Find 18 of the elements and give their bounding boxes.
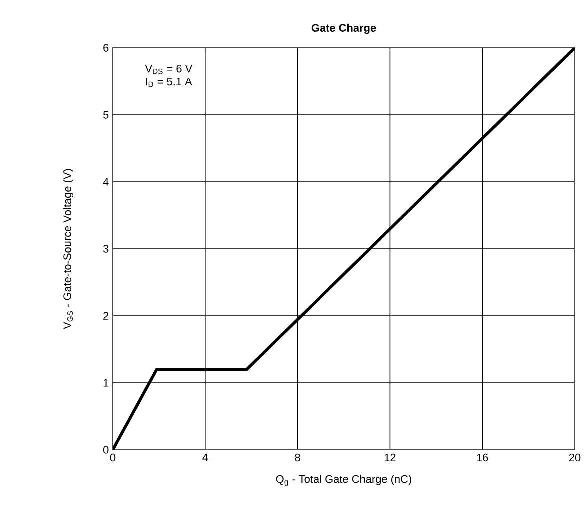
- y-tick-label: 5: [103, 111, 109, 119]
- y-tick-label: 4: [103, 178, 109, 186]
- x-tick-label: 20: [569, 454, 581, 462]
- x-tick-label: 16: [477, 454, 488, 462]
- x-tick-label: 0: [110, 454, 116, 462]
- x-axis-title: Q$_{g}$ - Total Gate Charge (nC): [276, 475, 412, 486]
- x-tick-label: 4: [202, 454, 208, 462]
- y-tick-label: 6: [104, 44, 109, 52]
- x-tick-label: 12: [384, 454, 396, 462]
- y-axis-title: V$_{GS}$ - Gate-to-Source Voltage (V): [63, 169, 74, 330]
- x-tick-label: 8: [295, 454, 300, 462]
- y-tick-label: 2: [104, 312, 109, 320]
- annotation: V$_{DS}$ = 6 V: [145, 64, 193, 74]
- y-tick-label: 0: [103, 446, 109, 454]
- chart-title: Gate Charge: [312, 24, 376, 34]
- y-tick-label: 3: [103, 245, 109, 253]
- y-tick-label: 1: [104, 379, 109, 387]
- annotation: I$_{D}$ = 5.1 A: [146, 78, 192, 88]
